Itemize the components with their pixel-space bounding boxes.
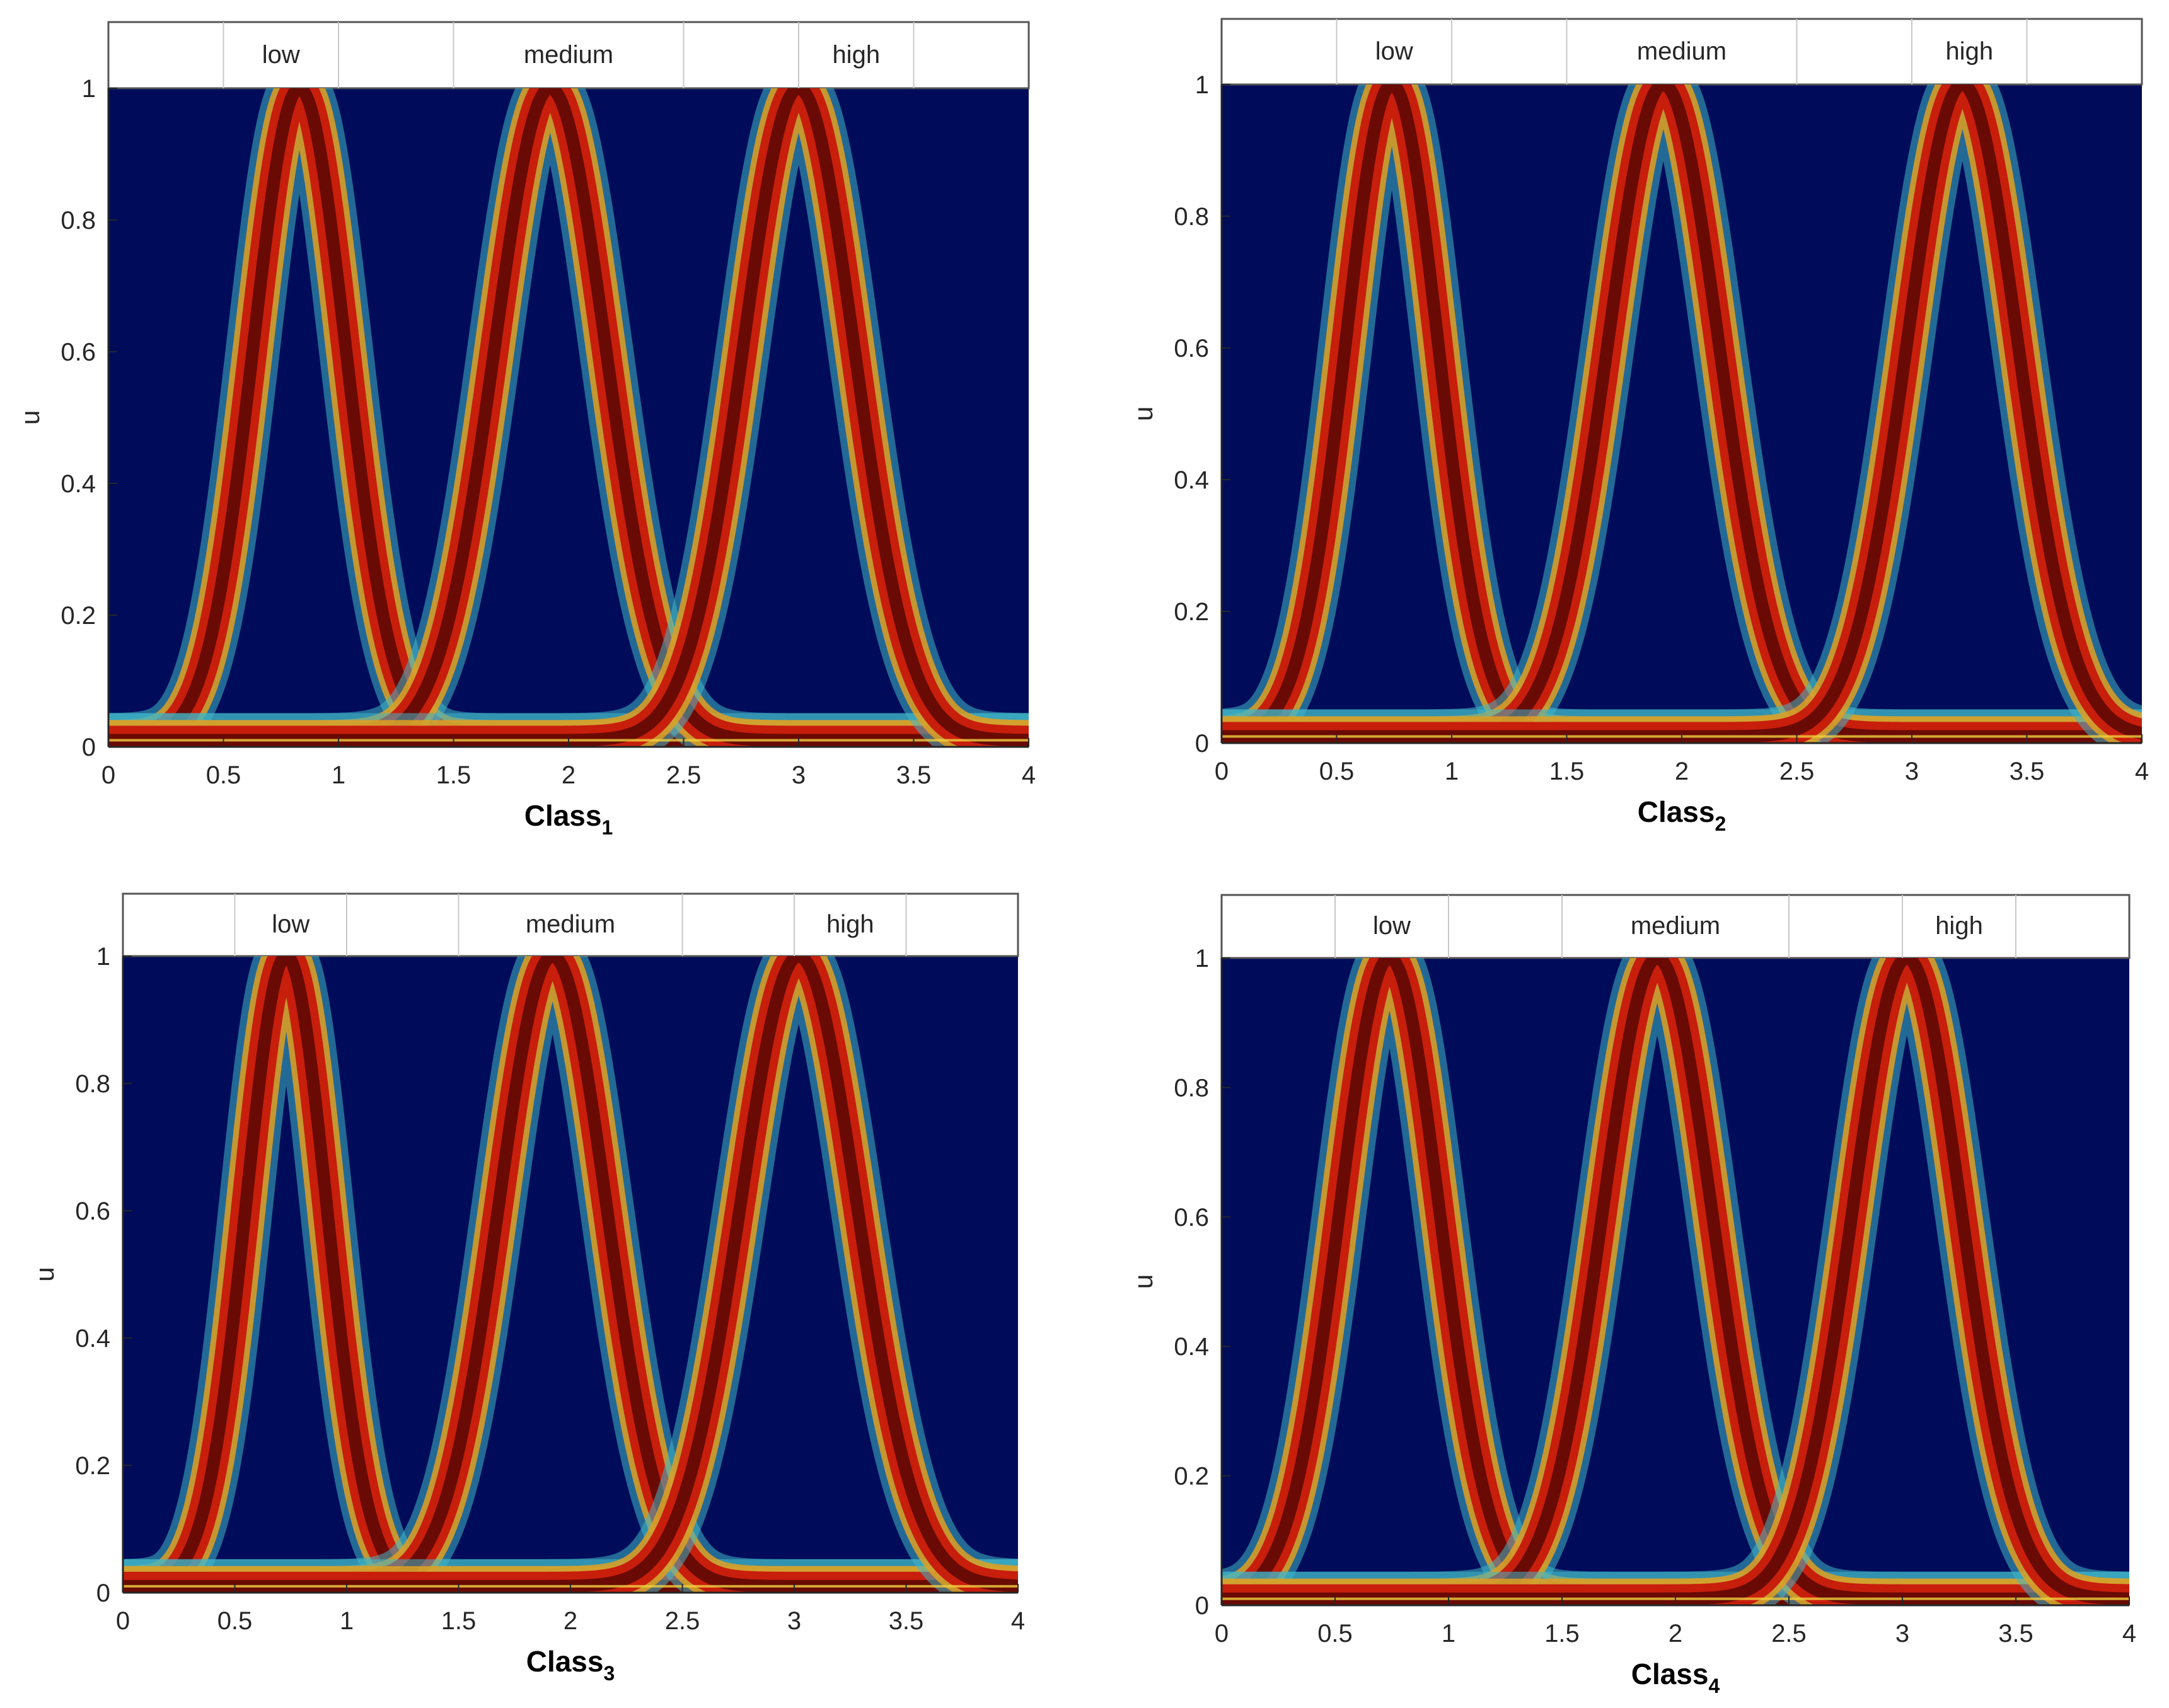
x-tick-label: 0 [116,1607,130,1635]
y-tick-label: 0.4 [75,1325,110,1353]
x-tick-label: 0 [1215,758,1229,785]
x-tick-label: 1 [332,761,345,789]
x-tick-label: 4 [1022,761,1036,789]
y-tick-label: 0 [82,734,96,761]
x-tick-label: 0 [1215,1620,1229,1647]
legend-box [107,21,1030,89]
y-tick-label: 0.2 [1174,1463,1209,1491]
y-axis-label: u [30,1267,59,1281]
x-tick-label: 2 [562,761,576,789]
legend: low medium high [1220,894,2131,959]
legend-label-low: low [272,910,309,938]
legend-label-medium: medium [526,910,615,938]
x-tick-label: 2 [1675,758,1689,785]
legend-label-medium: medium [1631,912,1720,940]
legend-label-medium: medium [524,41,613,69]
x-tick-label: 1 [1442,1620,1455,1647]
y-tick-label: 0.6 [1174,335,1209,362]
legend-label-low: low [1375,37,1413,65]
x-tick-label: 2 [1669,1620,1682,1647]
x-tick-label: 3.5 [896,761,932,789]
x-tick-label: 0.5 [1319,758,1355,785]
legend: low medium high [122,892,1019,957]
legend-label-low: low [262,41,300,69]
y-tick-label: 1 [1195,71,1209,99]
y-tick-label: 0.2 [1174,598,1209,626]
x-tick-label: 2 [564,1607,577,1635]
legend: low medium high [107,21,1030,89]
y-tick-label: 0.2 [75,1452,110,1480]
x-tick-label: 3.5 [2010,758,2045,785]
chart-panel-4: low medium high 0 0.5 1 1.5 2 2.5 3 3.5 4 0 0.2 0.4 0.6… [1128,894,2136,1697]
chart-panel-1: low medium high 0 0.5 1 1.5 2 2.5 3 3.5 4 0 0.2 0.4 0.6… [15,21,1036,839]
chart-panel-3: low medium high 0 0.5 1 1.5 2 2.5 3 3.5 4 0 0.2 0.4 0.6… [30,892,1025,1685]
x-tick-label: 4 [2122,1620,2136,1647]
x-tick-label: 2.5 [1779,758,1815,785]
x-tick-label: 1 [1445,758,1459,785]
x-tick-label: 2.5 [666,761,702,789]
x-tick-label: 4 [2135,758,2149,785]
x-tick-label: 3.5 [1998,1620,2033,1647]
y-tick-label: 0 [1195,1592,1209,1620]
x-tick-label: 2.5 [1771,1620,1807,1647]
x-axis-label: Class4 [1631,1658,1720,1697]
x-tick-label: 1 [340,1607,354,1635]
x-tick-label: 2.5 [665,1607,700,1635]
y-tick-label: 0.4 [1174,466,1209,494]
y-tick-label: 1 [96,943,110,971]
legend-label-low: low [1373,912,1411,940]
y-tick-label: 0.6 [1174,1204,1209,1232]
y-tick-label: 0.8 [61,207,96,234]
y-tick-label: 0.6 [61,338,96,366]
y-tick-label: 0.8 [1174,1074,1209,1102]
y-tick-label: 0.4 [1174,1333,1209,1361]
legend-box [122,892,1019,957]
x-tick-label: 3 [1905,758,1919,785]
y-tick-label: 0.2 [61,602,96,630]
x-tick-label: 3 [792,761,806,789]
x-axis-label: Class2 [1638,795,1727,835]
chart-panel-2: low medium high 0 0.5 1 1.5 2 2.5 3 3.5 4 0 0.2 0.4 0.6… [1128,18,2149,835]
legend-label-high: high [832,41,880,69]
x-tick-label: 1.5 [1544,1620,1580,1647]
y-axis-label: u [1128,407,1158,421]
x-tick-label: 3.5 [889,1607,924,1635]
x-tick-label: 4 [1011,1607,1025,1635]
x-axis-label: Class3 [526,1645,615,1685]
legend-box [1220,894,2131,959]
x-tick-label: 1.5 [441,1607,477,1635]
y-axis-label: u [15,410,45,425]
y-tick-label: 0.8 [1174,203,1209,231]
x-tick-label: 0.5 [206,761,241,789]
legend-label-high: high [1945,37,1993,65]
y-axis-label: u [1128,1274,1158,1289]
y-tick-label: 0.4 [61,470,96,498]
y-tick-label: 0.8 [75,1070,110,1098]
legend-label-high: high [826,910,874,938]
y-tick-label: 0 [96,1579,110,1607]
x-tick-label: 0 [101,761,115,789]
x-tick-label: 0.5 [217,1607,253,1635]
legend-label-medium: medium [1637,37,1727,65]
x-tick-label: 0.5 [1317,1620,1353,1647]
x-axis-label: Class1 [524,799,613,839]
x-tick-label: 3 [787,1607,801,1635]
x-tick-label: 1.5 [436,761,471,789]
y-tick-label: 1 [1195,945,1209,972]
y-tick-label: 0.6 [75,1197,110,1225]
x-tick-label: 1.5 [1549,758,1585,785]
y-tick-label: 0 [1195,730,1209,758]
legend: low medium high [1220,18,2143,86]
x-tick-label: 3 [1895,1620,1909,1647]
y-tick-label: 1 [82,75,96,103]
legend-label-high: high [1935,912,1983,940]
